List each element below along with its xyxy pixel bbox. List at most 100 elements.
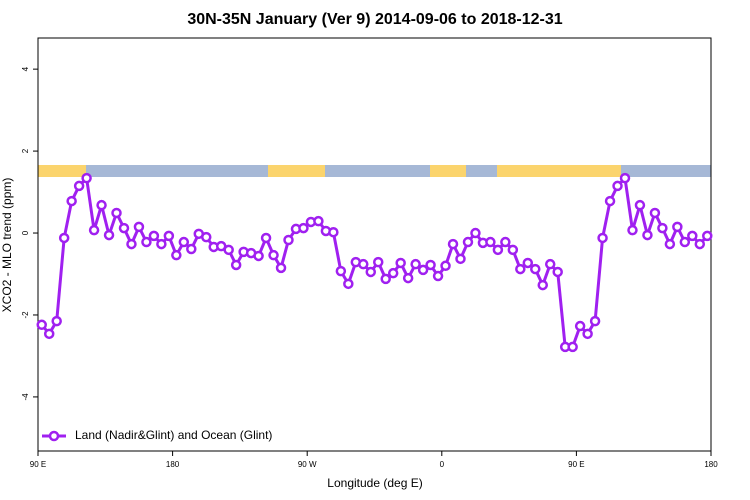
data-point xyxy=(186,243,197,255)
data-point xyxy=(156,238,167,250)
data-point xyxy=(634,199,646,211)
data-point xyxy=(96,199,107,211)
x-tick-label: 90 E xyxy=(568,460,584,469)
data-point xyxy=(253,250,264,262)
data-point xyxy=(642,229,653,241)
data-point xyxy=(88,224,100,236)
data-point xyxy=(455,253,466,265)
data-point xyxy=(597,232,608,244)
x-tick-label: 90 E xyxy=(30,460,46,469)
data-point xyxy=(470,227,481,239)
plot-frame xyxy=(37,37,712,452)
y-tick-label: -2 xyxy=(21,311,30,319)
data-point xyxy=(589,315,601,327)
y-axis-label: XCO2 - MLO trend (ppm) xyxy=(0,178,14,313)
data-point xyxy=(702,230,713,242)
data-point xyxy=(178,236,190,248)
data-point xyxy=(417,264,429,276)
data-point xyxy=(604,195,616,207)
data-point xyxy=(664,238,676,250)
data-point xyxy=(387,267,399,279)
data-point xyxy=(462,236,474,248)
data-point xyxy=(567,341,578,353)
land-ocean-strip xyxy=(38,165,711,177)
data-point xyxy=(148,230,160,242)
data-point xyxy=(627,224,638,236)
data-point xyxy=(500,236,511,248)
data-point xyxy=(672,221,683,233)
y-tick-label: 0 xyxy=(21,230,30,235)
data-point xyxy=(260,232,272,244)
data-point xyxy=(103,229,115,241)
y-tick-label: -4 xyxy=(21,393,30,401)
data-point xyxy=(425,259,436,271)
data-point xyxy=(328,226,339,238)
data-point xyxy=(163,230,175,242)
data-point xyxy=(537,279,548,291)
data-point xyxy=(335,265,347,277)
data-point xyxy=(447,238,459,250)
data-point xyxy=(298,222,309,234)
data-point xyxy=(118,222,130,234)
data-point xyxy=(372,256,384,268)
land-band xyxy=(38,165,86,177)
data-point xyxy=(81,172,92,184)
data-point xyxy=(410,258,421,270)
data-point xyxy=(485,236,496,248)
data-point xyxy=(126,238,137,250)
data-point xyxy=(275,262,287,274)
data-point xyxy=(73,180,85,192)
data-point xyxy=(687,230,698,242)
data-point xyxy=(51,315,62,327)
data-point xyxy=(522,257,534,269)
data-point xyxy=(201,231,212,243)
data-point xyxy=(358,258,369,270)
x-tick-label: 180 xyxy=(166,460,180,469)
data-point xyxy=(582,328,593,340)
data-point xyxy=(649,207,661,219)
x-tick-label: 90 W xyxy=(298,460,317,469)
data-point xyxy=(612,180,623,192)
data-point xyxy=(268,249,279,261)
data-point xyxy=(440,260,451,272)
data-point xyxy=(619,172,631,184)
x-tick-label: 0 xyxy=(440,460,445,469)
data-point xyxy=(230,259,242,271)
data-point xyxy=(507,244,519,256)
data-point xyxy=(43,328,55,340)
chart-title: 30N-35N January (Ver 9) 2014-09-06 to 20… xyxy=(187,11,562,28)
data-point xyxy=(380,273,391,285)
data-point xyxy=(492,244,504,256)
data-point xyxy=(694,238,706,250)
x-axis-label: Longitude (deg E) xyxy=(327,476,422,490)
data-point xyxy=(313,215,324,227)
data-point xyxy=(515,263,526,275)
data-point xyxy=(36,319,47,331)
y-tick-label: 2 xyxy=(21,148,30,153)
x-tick-label: 180 xyxy=(704,460,718,469)
data-point xyxy=(432,270,444,282)
data-point xyxy=(679,236,691,248)
data-point xyxy=(171,249,182,261)
land-band xyxy=(497,165,621,177)
y-tick-label: 4 xyxy=(21,66,30,71)
data-point xyxy=(66,195,77,207)
data-point xyxy=(343,278,354,290)
data-point xyxy=(283,234,294,246)
data-point xyxy=(58,232,70,244)
data-point xyxy=(552,266,563,278)
data-point xyxy=(141,236,152,248)
data-point xyxy=(133,221,145,233)
land-band xyxy=(268,165,325,177)
data-point xyxy=(111,207,122,219)
data-point xyxy=(402,272,414,284)
data-point xyxy=(395,257,406,269)
data-point xyxy=(657,222,668,234)
data-point xyxy=(574,320,586,332)
data-point xyxy=(223,244,234,256)
data-point xyxy=(365,266,377,278)
land-band xyxy=(430,165,466,177)
data-point xyxy=(530,263,541,275)
legend-marker xyxy=(48,430,60,442)
